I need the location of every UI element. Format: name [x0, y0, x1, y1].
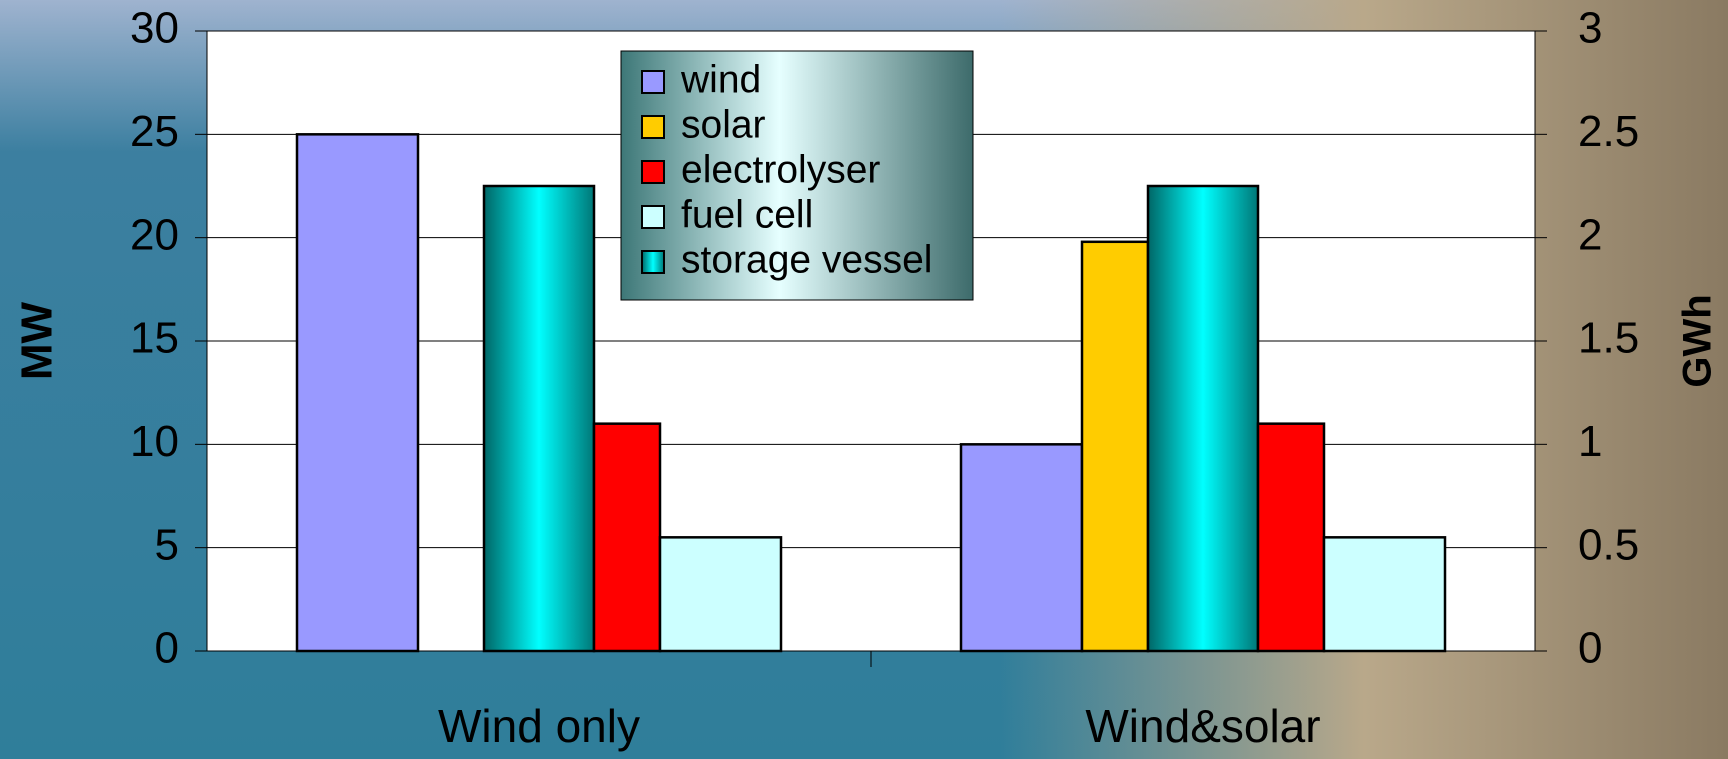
y2-tick-label: 0	[1578, 624, 1602, 673]
bar	[959, 443, 1084, 653]
legend-swatch	[641, 70, 665, 94]
y-tick-label: 25	[130, 107, 179, 156]
y2-tick-label: 2.5	[1578, 107, 1639, 156]
legend-label: electrolyser	[681, 148, 880, 191]
y2-tick-label: 3	[1578, 4, 1602, 53]
y-tick-label: 10	[130, 417, 179, 466]
legend-box	[620, 50, 974, 301]
y-tick-label: 30	[130, 4, 179, 53]
bar	[658, 536, 783, 653]
bar	[1256, 422, 1326, 653]
y-tick-label: 20	[130, 210, 179, 259]
bar	[592, 422, 662, 653]
bar	[295, 133, 420, 653]
y-tick-label: 5	[155, 520, 179, 569]
y-tick-label: 0	[155, 624, 179, 673]
legend-swatch	[641, 205, 665, 229]
y2-tick-label: 1	[1578, 417, 1602, 466]
legend-label: storage vessel	[681, 238, 932, 281]
y2-tick-label: 1.5	[1578, 314, 1639, 363]
y2-axis-title: GWh	[1676, 294, 1720, 387]
legend-label: wind	[680, 58, 761, 101]
y-tick-label: 15	[130, 314, 179, 363]
legend-swatch	[641, 160, 665, 184]
bar	[1146, 184, 1260, 653]
legend-swatch	[641, 250, 665, 274]
y2-tick-label: 2	[1578, 210, 1602, 259]
bar	[1322, 536, 1447, 653]
x-tick-label: Wind&solar	[1085, 700, 1320, 752]
legend-label: fuel cell	[681, 193, 813, 236]
bars	[295, 133, 1447, 653]
x-tick-label: Wind only	[438, 700, 640, 752]
legend-swatch	[641, 115, 665, 139]
y-axis-title: MW	[13, 301, 62, 380]
bar	[1080, 240, 1150, 653]
legend-label: solar	[681, 103, 766, 146]
y2-tick-label: 0.5	[1578, 520, 1639, 569]
bar	[482, 184, 596, 653]
